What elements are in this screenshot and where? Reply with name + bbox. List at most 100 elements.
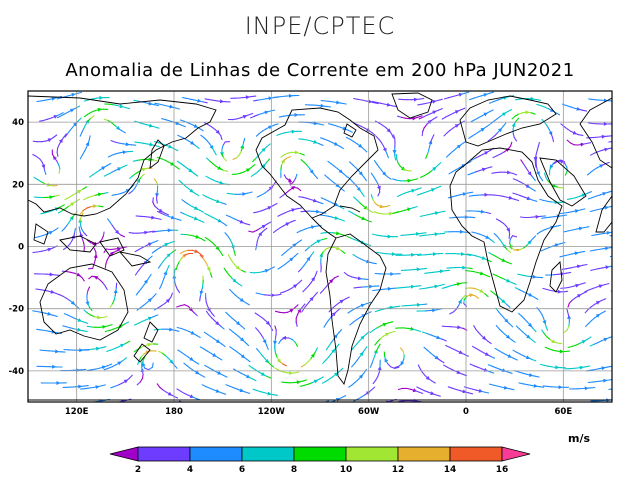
streamline-segment: [629, 322, 633, 323]
streamline-segment: [384, 173, 389, 178]
streamline-segment: [456, 109, 462, 113]
streamline-segment: [199, 408, 203, 409]
colorbar-tick-label: 16: [496, 465, 509, 475]
streamline-segment: [33, 176, 39, 181]
streamline-segment: [258, 271, 264, 274]
streamline-segment: [327, 140, 333, 144]
streamline-segment: [619, 175, 623, 176]
streamline-segment: [386, 331, 392, 335]
streamline-segment: [282, 363, 287, 367]
streamline-segment: [229, 385, 235, 389]
streamline-segment: [114, 384, 120, 387]
streamline-segment: [539, 386, 545, 388]
streamline-segment: [500, 151, 505, 155]
streamline-segment: [300, 364, 306, 368]
streamline-segment: [428, 145, 431, 152]
streamline-segment: [179, 250, 185, 254]
streamline-segment: [263, 227, 268, 232]
streamline-segment: [481, 290, 486, 295]
streamline-segment: [505, 387, 511, 390]
streamline-segment: [509, 355, 515, 359]
streamline-segment: [148, 343, 155, 345]
streamline-segment: [261, 98, 267, 101]
streamline-segment: [205, 301, 209, 307]
streamline-segment: [327, 353, 332, 358]
streamline-segment: [433, 109, 439, 113]
streamline-segment: [144, 367, 150, 371]
streamline-segment: [305, 285, 310, 290]
flow-arrow: [217, 410, 221, 414]
streamline-segment: [266, 344, 269, 350]
streamline-segment: [396, 179, 402, 182]
streamline-segment: [164, 214, 170, 218]
streamline-segment: [89, 174, 94, 178]
streamline-segment: [588, 98, 594, 100]
streamline-segment: [162, 389, 167, 393]
streamline-segment: [540, 229, 545, 233]
streamline-segment: [328, 342, 332, 347]
streamline-segment: [593, 208, 599, 212]
streamline-segment: [160, 212, 166, 216]
streamline-segment: [445, 285, 452, 288]
streamline-segment: [532, 199, 538, 202]
streamline-segment: [520, 159, 524, 164]
streamline-segment: [232, 348, 238, 353]
streamline-segment: [529, 238, 534, 243]
streamline-segment: [362, 303, 368, 306]
streamline-segment: [186, 365, 192, 369]
streamline-segment: [257, 330, 262, 335]
streamline-segment: [434, 164, 439, 169]
streamline-segment: [204, 364, 209, 368]
streamline-segment: [229, 346, 234, 350]
streamline-segment: [416, 193, 422, 196]
streamline-segment: [314, 291, 319, 297]
streamline-segment: [143, 167, 149, 170]
streamline-segment: [79, 230, 82, 236]
streamline-segment: [628, 268, 632, 269]
streamline-segment: [507, 145, 512, 150]
streamline-segment: [568, 299, 573, 304]
streamline-segment: [66, 220, 71, 226]
streamline-segment: [87, 117, 92, 122]
flow-arrow: [296, 406, 300, 410]
streamline-segment: [211, 126, 216, 130]
streamline-segment: [581, 142, 588, 145]
streamline-segment: [164, 212, 170, 216]
streamline-segment: [420, 175, 425, 178]
streamline-segment: [134, 141, 140, 144]
streamline-segment: [359, 278, 365, 280]
streamline-segment: [300, 228, 306, 232]
streamline-segment: [111, 364, 117, 368]
streamline-segment: [40, 212, 46, 215]
streamline-segment: [223, 413, 227, 414]
streamline-segment: [95, 169, 101, 173]
streamline-segment: [358, 188, 363, 194]
streamline-segment: [195, 207, 201, 211]
flow-arrow: [431, 406, 435, 410]
streamline-segment: [588, 287, 594, 291]
streamline-segment: [223, 267, 228, 273]
streamline-segment: [494, 347, 500, 352]
streamline-segment: [177, 349, 182, 353]
streamline-segment: [334, 302, 339, 307]
streamline-segment: [614, 235, 618, 236]
streamline-segment: [333, 310, 338, 315]
streamline-segment: [541, 217, 547, 219]
streamline-segment: [79, 224, 83, 230]
streamline-segment: [203, 348, 208, 352]
streamline-segment: [609, 255, 612, 258]
streamline-segment: [204, 98, 210, 101]
streamline-segment: [420, 406, 424, 407]
streamline-segment: [563, 230, 569, 233]
streamline-segment: [327, 177, 332, 182]
streamline-segment: [217, 131, 222, 137]
streamline-segment: [233, 250, 236, 256]
streamline-segment: [537, 172, 541, 178]
flow-arrow: [629, 118, 633, 122]
streamline-segment: [179, 119, 185, 122]
streamline-segment: [376, 338, 381, 343]
streamline-segment: [423, 123, 428, 129]
streamline-segment: [194, 361, 200, 365]
streamline-segment: [620, 310, 624, 311]
streamline-segment: [108, 328, 114, 332]
